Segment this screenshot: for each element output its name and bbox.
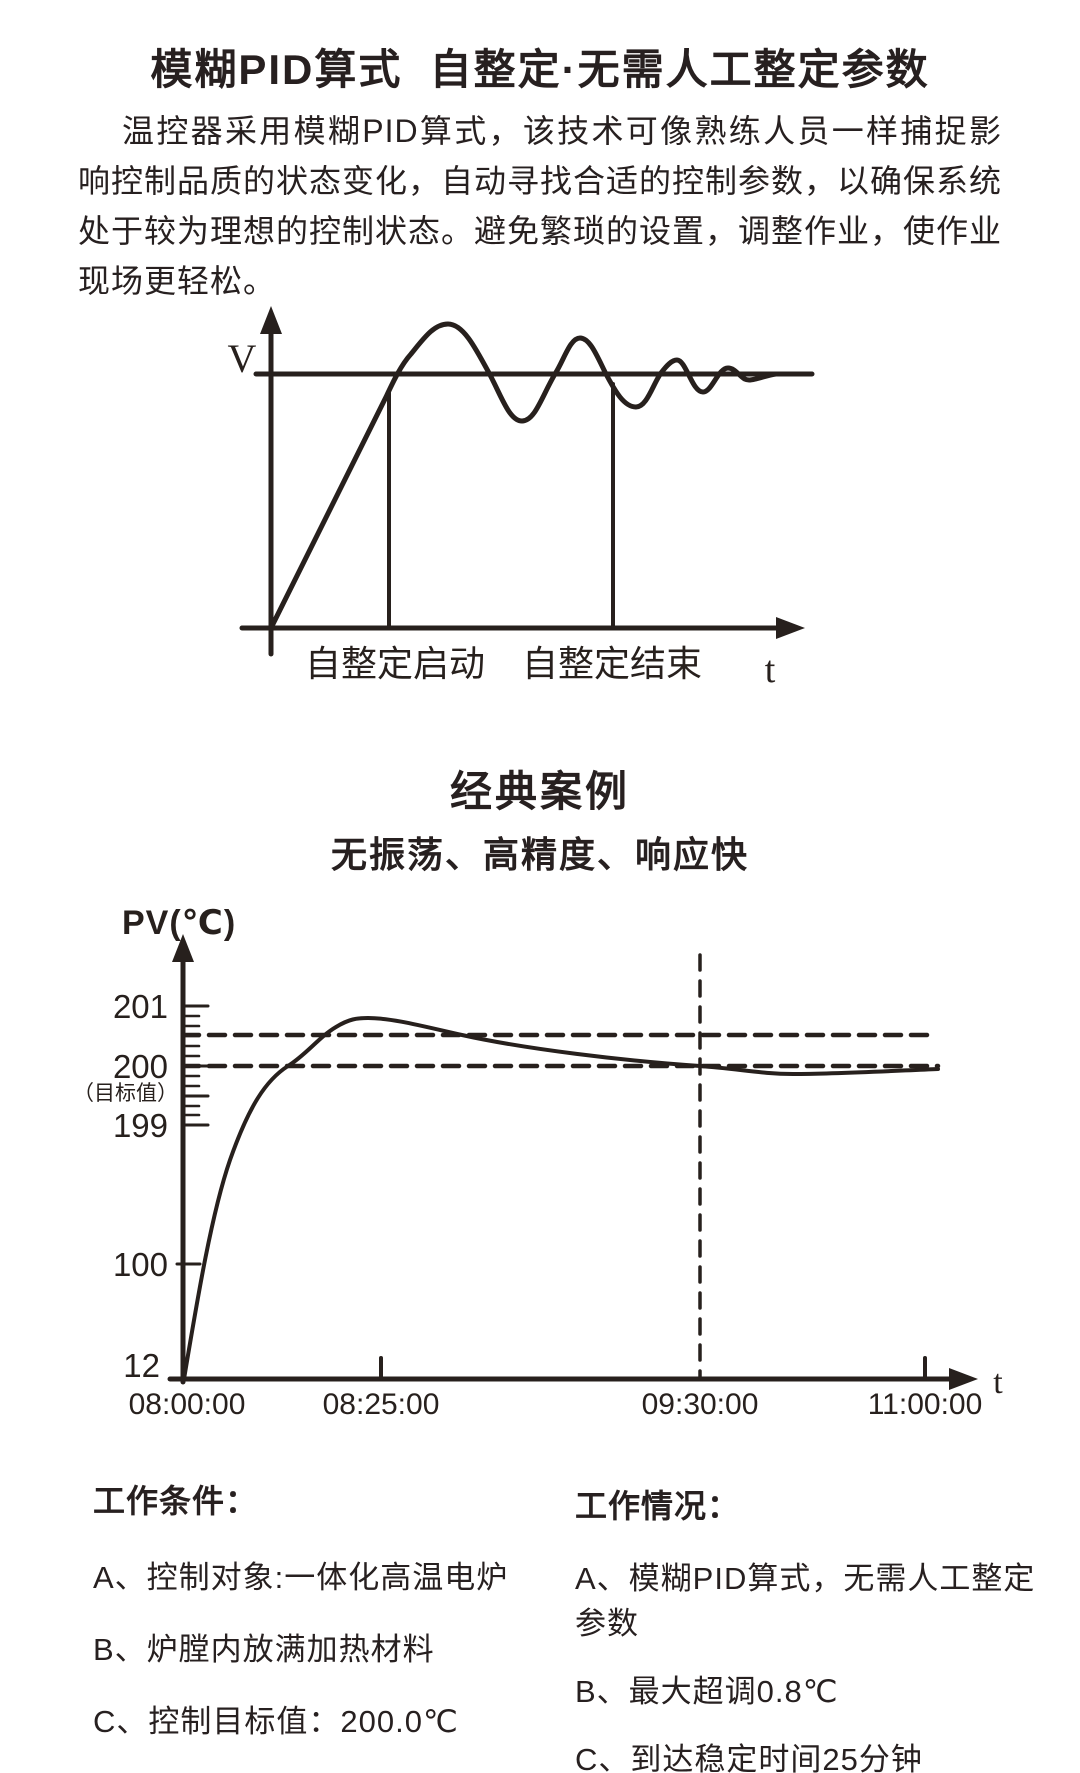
pv-xtick-0825-label: 08:25:00 <box>323 1388 440 1421</box>
pv-curve <box>182 1015 940 1381</box>
tuning-y-axis-label: V <box>228 336 257 381</box>
work-conditions-column: 工作条件： A、控制对象:一体化高温电炉 B、炉膛内放满加热材料 C、控制目标值… <box>93 1476 533 1768</box>
pv-y-arrow-icon <box>172 934 194 962</box>
work-results-heading: 工作情况： <box>575 1488 741 1524</box>
tuning-start-label: 自整定启动 <box>305 644 485 684</box>
pv-ytick-199-label: 199 <box>113 1107 168 1144</box>
pv-x-axis-label: t <box>993 1364 1003 1401</box>
case-section-title: 经典案例 <box>449 768 630 815</box>
pv-chart: PV(℃) 201 200 （目标值） 199 100 12 08:00:00 … <box>73 904 1003 1421</box>
work-conditions-item-b: B、炉膛内放满加热材料 <box>93 1632 435 1667</box>
pv-xtick-1100-label: 11:00:00 <box>868 1388 983 1421</box>
pv-x-arrow-icon <box>949 1368 978 1390</box>
pv-ytick-100-label: 100 <box>113 1246 168 1283</box>
pv-ytick-12-label: 12 <box>123 1347 160 1384</box>
work-results-item-b: B、最大超调0.8℃ <box>575 1674 839 1709</box>
pv-ytick-200-label: 200 <box>113 1048 168 1085</box>
pv-ruler-small-ticks <box>181 1014 201 1117</box>
work-conditions-item-c: C、控制目标值：200.0℃ <box>93 1704 459 1739</box>
tuning-x-axis-label: t <box>765 649 776 691</box>
pv-y-axis-label: PV(℃) <box>122 904 236 942</box>
work-conditions-item-a: A、控制对象:一体化高温电炉 <box>93 1560 509 1595</box>
work-conditions-heading: 工作条件： <box>93 1483 259 1519</box>
tuning-response-curve <box>269 321 779 629</box>
page-title: 模糊PID算式 自整定·无需人工整定参数 <box>150 46 930 93</box>
tuning-end-label: 自整定结束 <box>522 644 702 684</box>
pv-ytick-201-label: 201 <box>113 988 168 1025</box>
tuning-y-arrow-icon <box>260 306 282 334</box>
case-section-subtitle: 无振荡、高精度、响应快 <box>330 834 749 875</box>
work-results-item-a: A、模糊PID算式，无需人工整定参数 <box>575 1561 1036 1641</box>
pv-xtick-0800-label: 08:00:00 <box>129 1388 246 1421</box>
intro-paragraph: 温控器采用模糊PID算式，该技术可像熟练人员一样捕捉影响控制品质的状态变化，自动… <box>78 113 1003 299</box>
work-results-column: 工作情况： A、模糊PID算式，无需人工整定参数 B、最大超调0.8℃ C、到达… <box>575 1481 1055 1773</box>
pv-xtick-0930-label: 09:30:00 <box>642 1388 759 1421</box>
tuning-diagram: V t 自整定启动 自整定结束 <box>228 306 815 691</box>
tuning-x-arrow-icon <box>776 617 805 639</box>
pv-target-note-label: （目标值） <box>73 1082 178 1105</box>
work-results-item-c: C、到达稳定时间25分钟 <box>575 1742 923 1773</box>
